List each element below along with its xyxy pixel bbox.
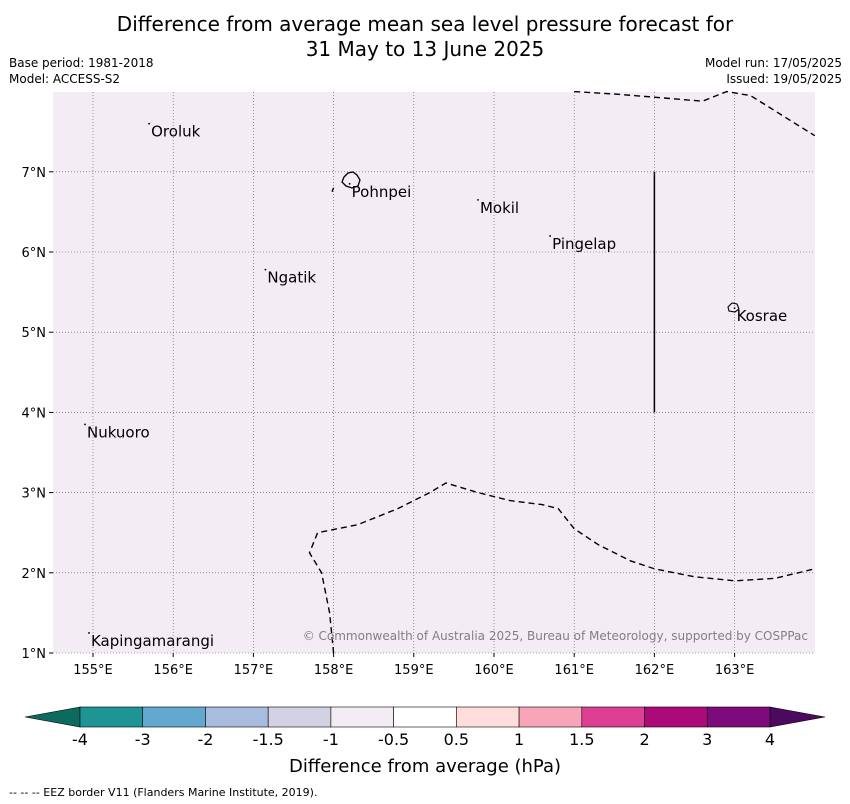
graticule	[53, 92, 815, 654]
colorbar-segment	[518, 706, 583, 728]
colorbar-tick-label: 1.5	[569, 730, 594, 749]
place-label: Kosrae	[737, 307, 788, 325]
colorbar-tick-label: 1	[514, 730, 524, 749]
eez-border-stub	[331, 187, 335, 193]
lon-tick-label: 161°E	[554, 663, 594, 678]
title-line-1: Difference from average mean sea level p…	[116, 12, 734, 36]
lat-tick-label: 1°N	[22, 647, 47, 662]
colorbar-tick-label: -4	[72, 730, 88, 749]
colorbar-segment	[456, 706, 520, 728]
lat-tick-label: 7°N	[22, 166, 47, 181]
place-label: Kapingamarangi	[91, 632, 214, 650]
lon-tick-label: 163°E	[715, 663, 755, 678]
colorbar-tick-label: -2	[197, 730, 213, 749]
colorbar-segment	[644, 706, 708, 728]
place-marker	[84, 423, 86, 426]
meta-right: Model run: 17/05/2025 Issued: 19/05/2025	[705, 55, 842, 87]
colorbar-tick-label: 0.5	[444, 730, 469, 749]
colorbar-segment	[706, 706, 771, 728]
place-marker	[148, 122, 151, 125]
colorbar: -4 -3 -2 -1.5 -1 -0.5 0.5 1 1.5 2 3 4	[24, 706, 826, 749]
base-period: Base period: 1981-2018	[9, 56, 154, 70]
colorbar-tick-label: 3	[702, 730, 712, 749]
colorbar-segment	[142, 706, 206, 728]
lon-tick-label: 156°E	[153, 663, 193, 678]
place-marker	[264, 268, 267, 271]
lat-tick-label: 2°N	[22, 567, 47, 582]
colorbar-segment	[581, 706, 645, 728]
eez-border-north	[574, 90, 816, 137]
place-label: Pohnpei	[352, 183, 412, 201]
lon-tick-label: 159°E	[394, 663, 434, 678]
eez-borders	[308, 90, 816, 654]
model-name: Model: ACCESS-S2	[9, 72, 121, 86]
place-marker	[348, 182, 351, 185]
colorbar-segment	[79, 706, 144, 728]
colorbar-segment	[330, 706, 394, 728]
place-label: Mokil	[480, 199, 519, 217]
colorbar-segment	[393, 706, 457, 728]
colorbar-tick-label: -1	[323, 730, 339, 749]
lon-tick-label: 162°E	[635, 663, 675, 678]
lat-tick-label: 5°N	[22, 326, 47, 341]
place-label: Oroluk	[151, 123, 200, 141]
lon-tick-label: 155°E	[73, 663, 113, 678]
colorbar-tick-label: 2	[639, 730, 649, 749]
place-labels: Oroluk Pohnpei Mokil Pingelap Ngatik Kosrae Nu…	[84, 123, 787, 650]
place-marker	[549, 235, 552, 237]
lat-tick-label: 6°N	[22, 246, 47, 261]
footer-note: -- -- -- EEZ border V11 (Flanders Marine…	[9, 786, 318, 799]
colorbar-under-arrow	[24, 706, 81, 728]
colorbar-tick-label: -3	[135, 730, 151, 749]
colorbar-tick-label: 4	[765, 730, 775, 749]
meta-left: Base period: 1981-2018 Model: ACCESS-S2	[9, 55, 154, 87]
colorbar-segment	[267, 706, 332, 728]
place-marker	[733, 307, 736, 310]
map-background	[53, 92, 815, 653]
colorbar-over-arrow	[769, 706, 826, 728]
lat-tick-label: 3°N	[22, 487, 47, 502]
colorbar-tick-label: -1.5	[253, 730, 284, 749]
eez-border-south	[308, 482, 815, 654]
copyright-text: © Commonwealth of Australia 2025, Bureau…	[303, 629, 808, 643]
lat-tick-label: 4°N	[22, 406, 47, 421]
place-marker	[477, 198, 479, 201]
pohnpei-outline	[341, 171, 361, 189]
colorbar-segment	[205, 706, 269, 728]
colorbar-tick-label: -0.5	[378, 730, 409, 749]
lon-tick-label: 157°E	[234, 663, 274, 678]
axis-tick-labels: 155°E 156°E 157°E 158°E 159°E 160°E 161°E 162°E…	[22, 166, 755, 678]
issued-date: Issued: 19/05/2025	[726, 72, 842, 86]
kosrae-outline	[727, 302, 740, 313]
model-run: Model run: 17/05/2025	[704, 56, 842, 70]
place-label: Pingelap	[552, 235, 616, 253]
map-title: Difference from average mean sea level p…	[0, 12, 850, 62]
place-label: Nukuoro	[87, 423, 150, 441]
place-marker	[88, 632, 90, 634]
island-outlines	[341, 171, 740, 313]
colorbar-title: Difference from average (hPa)	[289, 756, 561, 777]
lon-tick-label: 160°E	[474, 663, 514, 678]
lon-tick-label: 158°E	[314, 663, 354, 678]
place-label: Ngatik	[267, 269, 316, 287]
title-line-2: 31 May to 13 June 2025	[305, 37, 545, 61]
